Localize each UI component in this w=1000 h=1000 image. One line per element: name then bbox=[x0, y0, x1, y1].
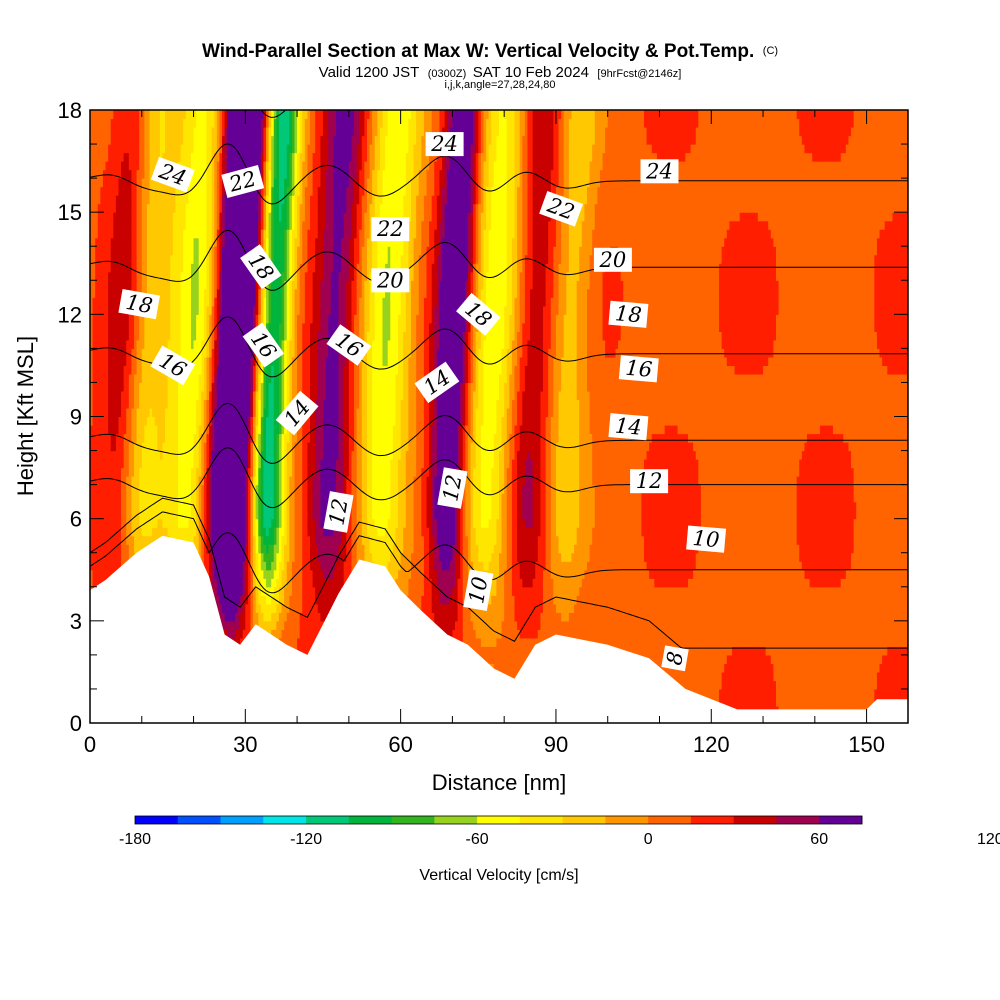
chart-title: Wind-Parallel Section at Max W: Vertical… bbox=[202, 41, 778, 62]
copyright-mark: (C) bbox=[763, 45, 778, 57]
chart: Wind-Parallel Section at Max W: Vertical… bbox=[0, 0, 1000, 1000]
chart-subtitle-indices: i,j,k,angle=27,28,24,80 bbox=[444, 79, 555, 91]
